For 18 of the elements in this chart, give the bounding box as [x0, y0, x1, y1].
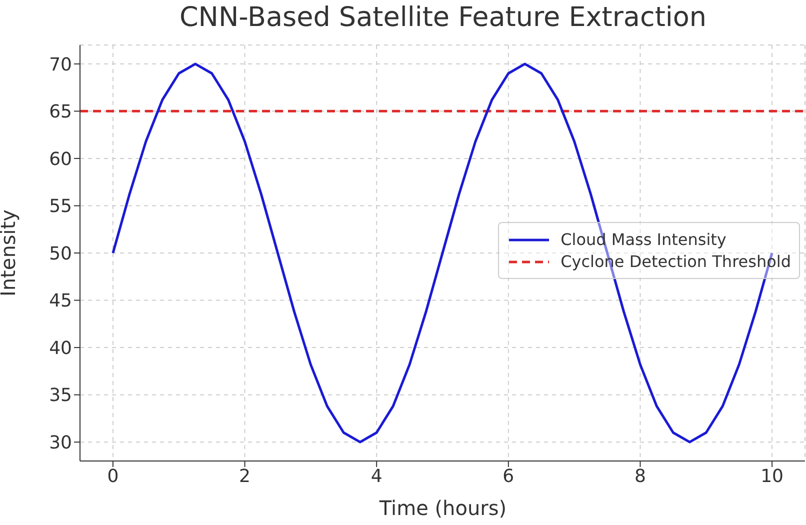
x-tick-label: 2 — [239, 466, 250, 487]
y-tick-label: 30 — [49, 432, 72, 454]
y-tick-label: 35 — [49, 385, 72, 406]
x-tick-label: 8 — [634, 466, 646, 487]
y-tick-label: 45 — [49, 290, 72, 312]
x-tick-label: 6 — [502, 466, 514, 487]
y-tick-label: 40 — [49, 338, 72, 359]
x-tick-label: 4 — [370, 466, 382, 487]
y-axis-title: Intensity — [0, 209, 20, 297]
x-axis-title: Time (hours) — [378, 495, 508, 521]
y-tick-label: 65 — [49, 102, 72, 123]
x-tick-label: 10 — [760, 466, 784, 487]
y-tick-label: 70 — [49, 54, 72, 76]
chart-title: CNN-Based Satellite Feature Extraction — [178, 2, 708, 33]
y-tick-label: 55 — [49, 196, 72, 218]
y-tick-label: 50 — [49, 243, 72, 264]
x-tick-label: 0 — [107, 466, 119, 487]
y-tick-label: 60 — [49, 148, 72, 170]
